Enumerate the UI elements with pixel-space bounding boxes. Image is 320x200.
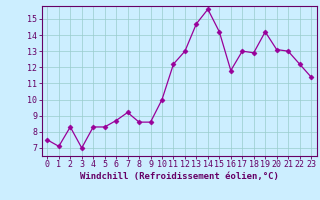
X-axis label: Windchill (Refroidissement éolien,°C): Windchill (Refroidissement éolien,°C) — [80, 172, 279, 181]
